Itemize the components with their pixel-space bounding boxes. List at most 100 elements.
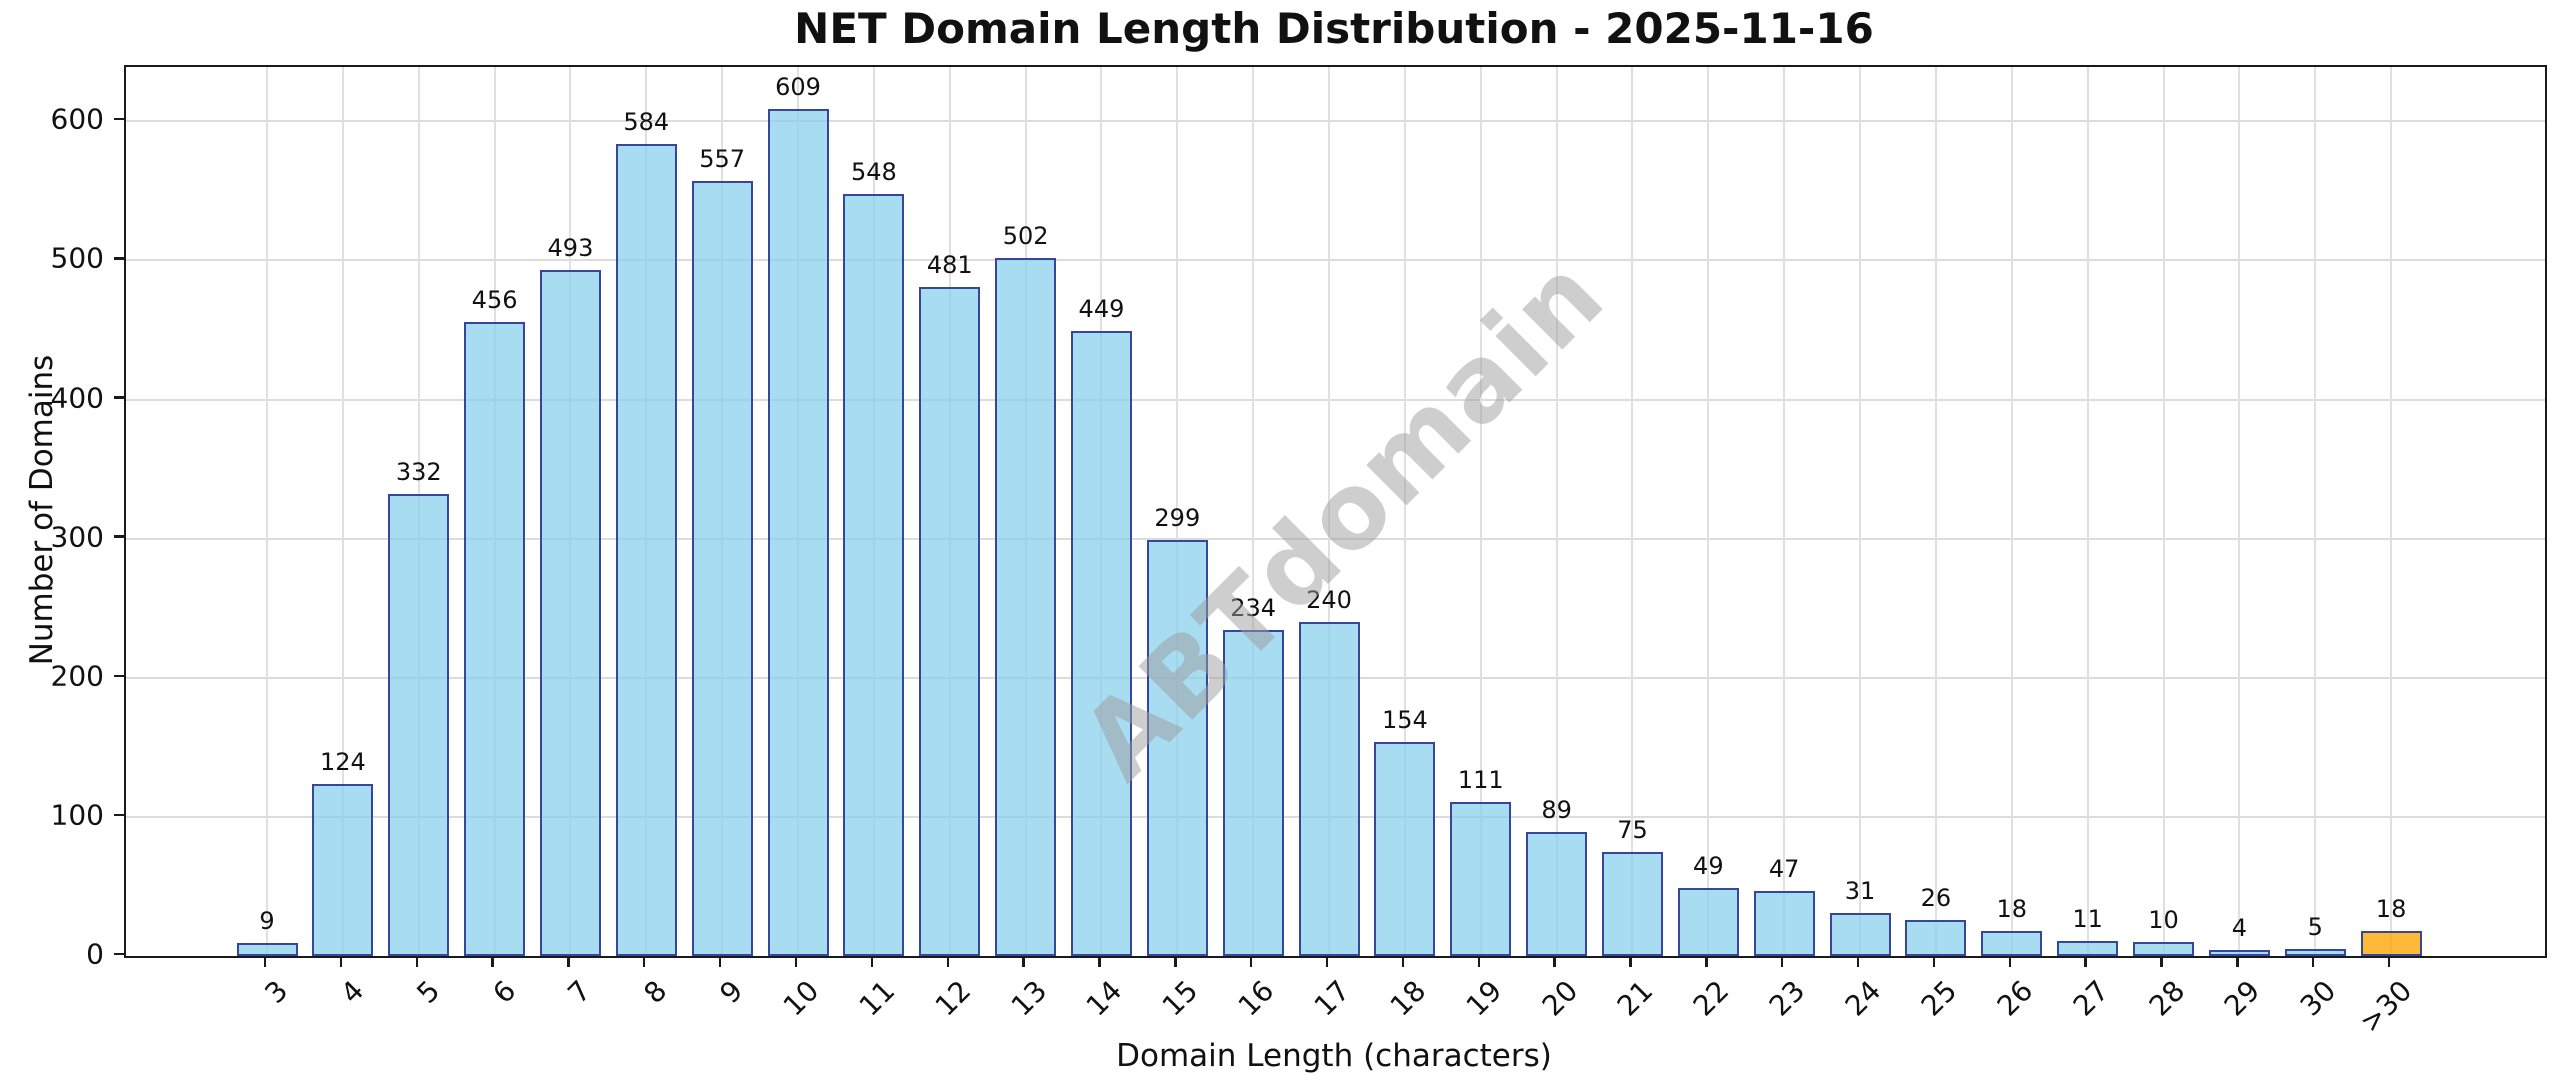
bar-value-label: 449 [1078, 295, 1125, 324]
y-axis-tick [114, 118, 125, 121]
y-tick-label: 400 [50, 381, 104, 414]
bar-value-label: 240 [1306, 586, 1352, 615]
bar [539, 270, 601, 956]
bar-value-label: 154 [1381, 705, 1428, 734]
x-axis-tick [1932, 956, 1936, 967]
x-axis-tick [1401, 956, 1405, 967]
bar [1601, 851, 1663, 956]
x-tick-label: 23 [1762, 974, 1812, 1023]
x-tick-label: 25 [1914, 974, 1964, 1023]
x-tick-label: 10 [776, 974, 826, 1023]
x-axis-tick [491, 956, 494, 967]
x-gridline [2162, 67, 2165, 956]
x-axis-tick [2387, 956, 2391, 967]
x-tick-label: 20 [1535, 974, 1584, 1023]
bar [1146, 540, 1208, 956]
x-axis-title: Domain Length (characters) [1116, 1038, 1552, 1074]
bar-value-label: 548 [850, 157, 897, 186]
y-tick-label: 600 [50, 102, 104, 136]
bar [236, 943, 298, 956]
x-tick-label: 9 [713, 974, 750, 1010]
bar [464, 321, 526, 956]
bar-value-label: 456 [471, 285, 518, 314]
bar [1374, 741, 1436, 956]
bar-value-label: 89 [1541, 796, 1572, 825]
x-tick-label: 12 [928, 974, 978, 1023]
bar-value-label: 609 [775, 72, 821, 101]
x-gridline [1479, 67, 1482, 956]
x-gridline [1252, 67, 1255, 956]
y-axis-tick [114, 952, 125, 956]
bar [1905, 919, 1967, 956]
bar [691, 181, 753, 956]
x-tick-label: 8 [637, 974, 674, 1010]
bar [1450, 801, 1512, 956]
bar [1298, 622, 1360, 956]
x-tick-label: 19 [1459, 974, 1509, 1023]
x-tick-label: >30 [2353, 974, 2419, 1040]
y-tick-label: 500 [50, 241, 104, 275]
y-axis-tick [114, 674, 125, 677]
x-gridline [341, 67, 344, 956]
y-axis-tick [114, 257, 125, 260]
y-axis-tick [114, 813, 125, 817]
x-gridline [2238, 67, 2241, 956]
x-axis-tick [2084, 956, 2087, 967]
x-tick-label: 5 [410, 974, 447, 1010]
x-axis-tick [339, 956, 343, 967]
bar-value-label: 75 [1617, 815, 1648, 844]
bar-value-label: 18 [2375, 894, 2407, 923]
x-axis-tick [794, 956, 798, 967]
bar-value-label: 111 [1457, 765, 1504, 794]
x-axis-tick [643, 956, 646, 967]
bar [2133, 942, 2194, 956]
bar-value-label: 10 [2148, 906, 2179, 935]
bar [995, 257, 1057, 956]
x-tick-label: 14 [1080, 974, 1129, 1023]
chart-title: NET Domain Length Distribution - 2025-11… [794, 4, 1874, 53]
bar-value-label: 26 [1920, 883, 1952, 912]
bar [1222, 630, 1284, 956]
x-axis-tick [1249, 956, 1253, 967]
y-axis-tick [114, 396, 125, 399]
x-gridline [1176, 67, 1179, 956]
bar [1753, 890, 1815, 956]
bar-value-label: 493 [547, 234, 594, 263]
bar [1526, 832, 1588, 956]
bar [767, 108, 829, 956]
bar-value-label: 11 [2072, 904, 2103, 933]
x-gridline [1555, 67, 1558, 956]
x-tick-label: 17 [1307, 974, 1357, 1023]
bar-value-label: 124 [319, 747, 366, 776]
bar [1981, 930, 2043, 956]
y-tick-label: 200 [50, 659, 104, 693]
x-axis-tick [1098, 956, 1101, 967]
y-tick-label: 300 [50, 520, 104, 554]
x-tick-label: 26 [1990, 974, 2040, 1023]
plot-area: 9 124 332 456 493 584 557 609 548 481 502 449 299 234… [124, 65, 2547, 958]
x-axis-tick [2160, 956, 2163, 967]
x-tick-label: 16 [1231, 974, 1281, 1023]
x-axis-tick [1856, 956, 1860, 967]
x-axis-tick [1022, 956, 1025, 967]
x-gridline [2086, 67, 2089, 956]
x-tick-label: 27 [2066, 974, 2115, 1023]
x-axis-tick [1553, 956, 1556, 967]
x-tick-label: 18 [1383, 974, 1433, 1023]
bar [1070, 331, 1132, 956]
x-tick-label: 4 [334, 974, 371, 1010]
x-axis-tick [718, 956, 722, 967]
x-gridline [1328, 67, 1331, 956]
bar [2057, 940, 2119, 956]
bar-value-label: 31 [1844, 876, 1876, 905]
x-gridline [266, 67, 268, 956]
bar [388, 494, 450, 956]
x-gridline [1631, 67, 1634, 956]
x-gridline [2010, 67, 2013, 956]
x-tick-label: 21 [1611, 974, 1660, 1023]
bar-value-label: 4 [2231, 914, 2247, 943]
x-axis-tick [1629, 956, 1632, 967]
bar-value-label: 47 [1768, 854, 1800, 883]
x-gridline [1707, 67, 1710, 956]
